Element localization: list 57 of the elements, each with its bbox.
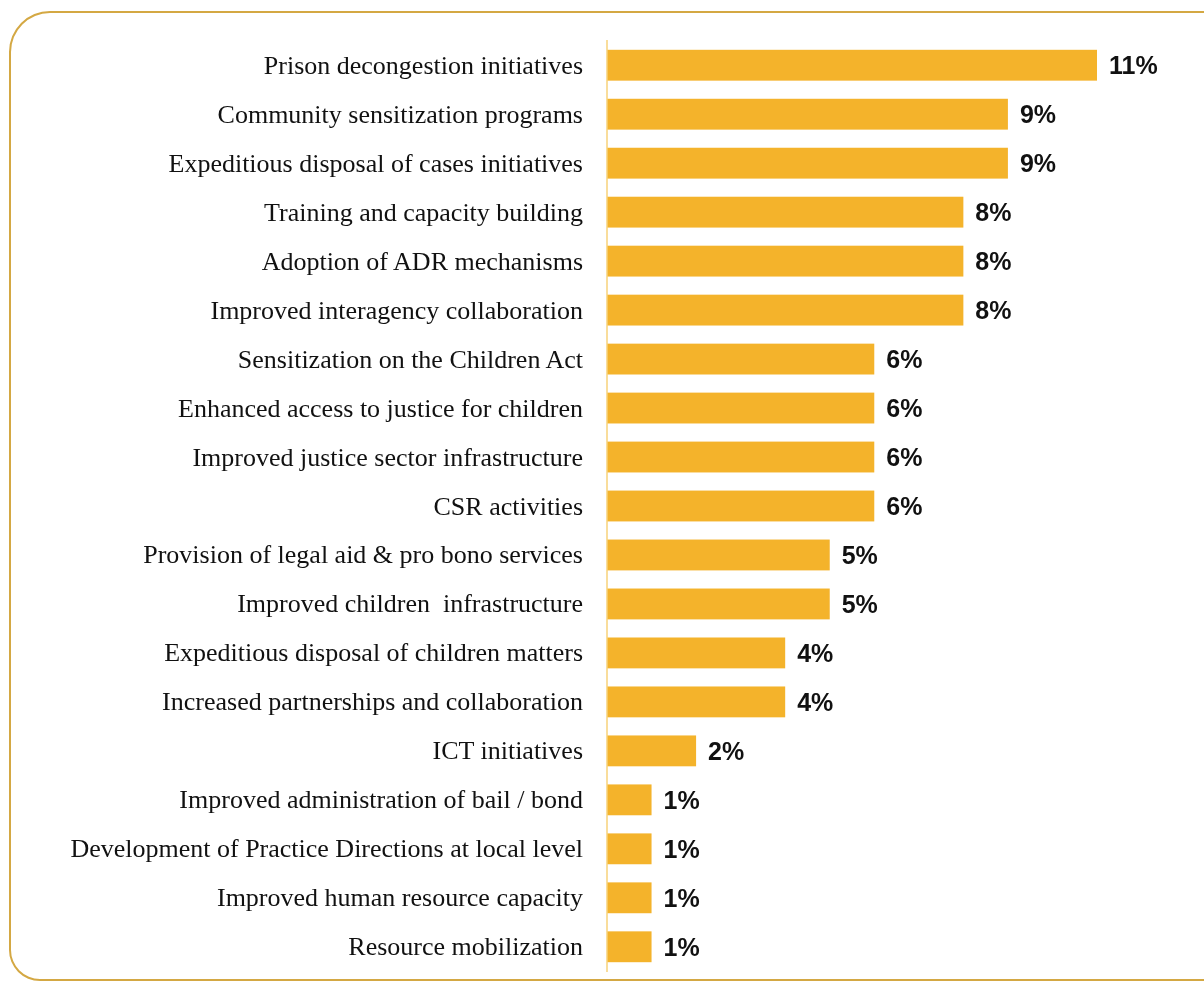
y-tick-label: CSR activities xyxy=(433,491,583,521)
y-tick-label: Enhanced access to justice for children xyxy=(178,393,583,423)
y-tick-label: Sensitization on the Children Act xyxy=(237,344,584,374)
y-tick-label: ICT initiatives xyxy=(432,736,583,766)
bar xyxy=(607,539,830,571)
y-tick-label: Improved children infrastructure xyxy=(237,589,583,619)
data-label: 8% xyxy=(975,247,1012,276)
y-tick-label: Expeditious disposal of children matters xyxy=(164,638,583,668)
data-label: 6% xyxy=(886,394,923,423)
bar xyxy=(607,882,652,914)
data-label: 1% xyxy=(663,834,700,863)
y-tick-label: Development of Practice Directions at local level xyxy=(70,834,583,864)
bar xyxy=(607,294,964,326)
bar xyxy=(607,833,652,865)
data-label: 1% xyxy=(663,785,700,814)
y-tick-label: Improved administration of bail / bond xyxy=(179,785,583,815)
data-label: 4% xyxy=(797,638,834,667)
y-tick-label: Provision of legal aid & pro bono services xyxy=(143,540,583,570)
bar xyxy=(607,245,964,277)
data-label: 8% xyxy=(975,198,1012,227)
data-label: 5% xyxy=(841,589,878,618)
data-label: 1% xyxy=(663,883,700,912)
bar xyxy=(607,686,786,718)
data-label: 9% xyxy=(1019,149,1057,178)
data-label: 2% xyxy=(708,736,745,765)
bar xyxy=(607,392,875,424)
data-label: 11% xyxy=(1109,51,1158,80)
data-label: 6% xyxy=(886,492,923,520)
data-label: 9% xyxy=(1019,100,1057,129)
y-tick-label: Improved human resource capacity xyxy=(216,883,583,913)
y-tick-label: Adoption of ADR mechanisms xyxy=(261,246,583,276)
y-tick-label: Community sensitization programs xyxy=(217,99,583,129)
y-tick-label: Training and capacity building xyxy=(264,197,583,227)
bar xyxy=(607,98,1008,130)
bar xyxy=(607,441,875,473)
bar xyxy=(607,931,652,963)
data-label: 4% xyxy=(797,687,834,716)
y-tick-label: Prison decongestion initiatives xyxy=(263,50,583,80)
y-tick-label: Resource mobilization xyxy=(348,932,583,962)
y-tick-label: Improved justice sector infrastructure xyxy=(192,442,583,472)
bar xyxy=(607,784,652,816)
data-label: 6% xyxy=(886,345,923,374)
bar xyxy=(607,343,875,375)
bar xyxy=(607,147,1008,179)
data-label: 5% xyxy=(841,540,878,569)
bar xyxy=(607,735,697,767)
y-tick-label: Improved interagency collaboration xyxy=(210,295,583,325)
y-tick-label: Expeditious disposal of cases initiatives xyxy=(168,148,583,178)
y-tick-label: Increased partnerships and collaboration xyxy=(162,687,583,717)
bar xyxy=(607,588,830,620)
bar xyxy=(607,490,875,522)
data-label: 6% xyxy=(886,443,923,472)
bar xyxy=(607,196,964,228)
data-label: 8% xyxy=(975,296,1012,325)
bar xyxy=(607,637,786,669)
data-label: 1% xyxy=(663,932,700,961)
bar xyxy=(607,49,1097,81)
